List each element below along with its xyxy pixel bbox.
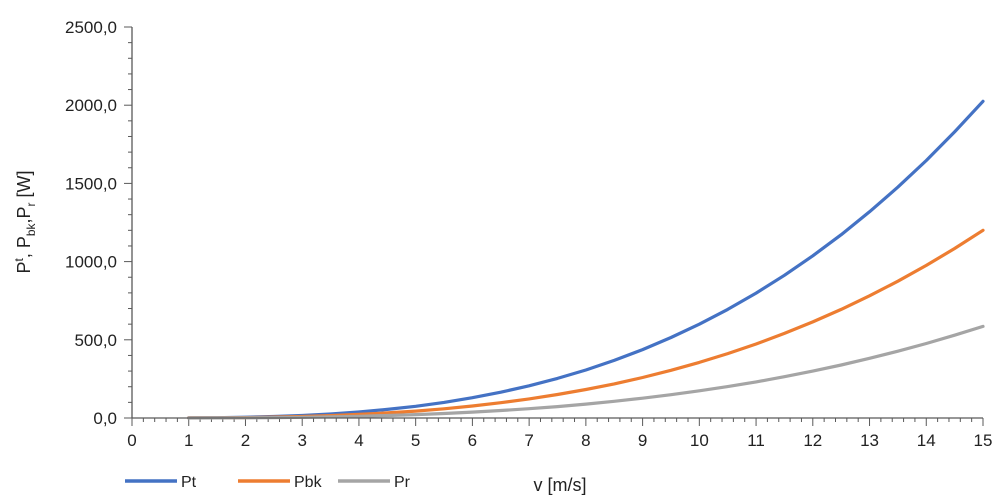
series-pr-line xyxy=(187,324,985,420)
x-tick-label: 15 xyxy=(974,431,993,450)
x-axis-ticks: 0 1 2 3 4 5 6 7 8 9 10 11 12 13 14 15 xyxy=(127,418,992,450)
x-tick-label: 5 xyxy=(411,431,420,450)
y-tick-label: 0,0 xyxy=(93,409,117,428)
x-tick-label: 1 xyxy=(184,431,193,450)
x-tick-label: 7 xyxy=(524,431,533,450)
y-axis-ticks: 0,0 500,0 1000,0 1500,0 2000,0 2500,0 xyxy=(65,18,132,428)
x-tick-label: 10 xyxy=(690,431,709,450)
x-tick-label: 11 xyxy=(747,431,765,450)
y-tick-label: 2500,0 xyxy=(65,18,117,37)
y-tick-label: 500,0 xyxy=(74,331,117,350)
x-axis-title: v [m/s] xyxy=(533,475,586,495)
x-tick-label: 8 xyxy=(581,431,590,450)
x-tick-label: 12 xyxy=(803,431,822,450)
y-tick-label: 2000,0 xyxy=(65,96,117,115)
x-tick-label: 0 xyxy=(127,431,136,450)
legend-label-pt: Pt xyxy=(181,474,197,491)
legend-label-pbk: Pbk xyxy=(294,474,323,491)
series-pt-line xyxy=(187,99,985,420)
legend: Pt Pbk Pr xyxy=(125,474,411,491)
x-tick-label: 13 xyxy=(860,431,879,450)
y-axis-title: Pt, Pbk,Pr [W] xyxy=(12,170,38,273)
y-tick-label: 1500,0 xyxy=(65,174,117,193)
x-tick-label: 4 xyxy=(354,431,363,450)
x-tick-label: 2 xyxy=(241,431,250,450)
x-tick-label: 9 xyxy=(638,431,647,450)
series-pbk-line xyxy=(187,228,985,420)
axes xyxy=(131,27,983,419)
legend-label-pr: Pr xyxy=(394,474,411,491)
x-tick-label: 3 xyxy=(297,431,306,450)
series-lines xyxy=(187,99,985,420)
x-tick-label: 6 xyxy=(468,431,477,450)
x-tick-label: 14 xyxy=(917,431,936,450)
y-tick-label: 1000,0 xyxy=(65,253,117,272)
